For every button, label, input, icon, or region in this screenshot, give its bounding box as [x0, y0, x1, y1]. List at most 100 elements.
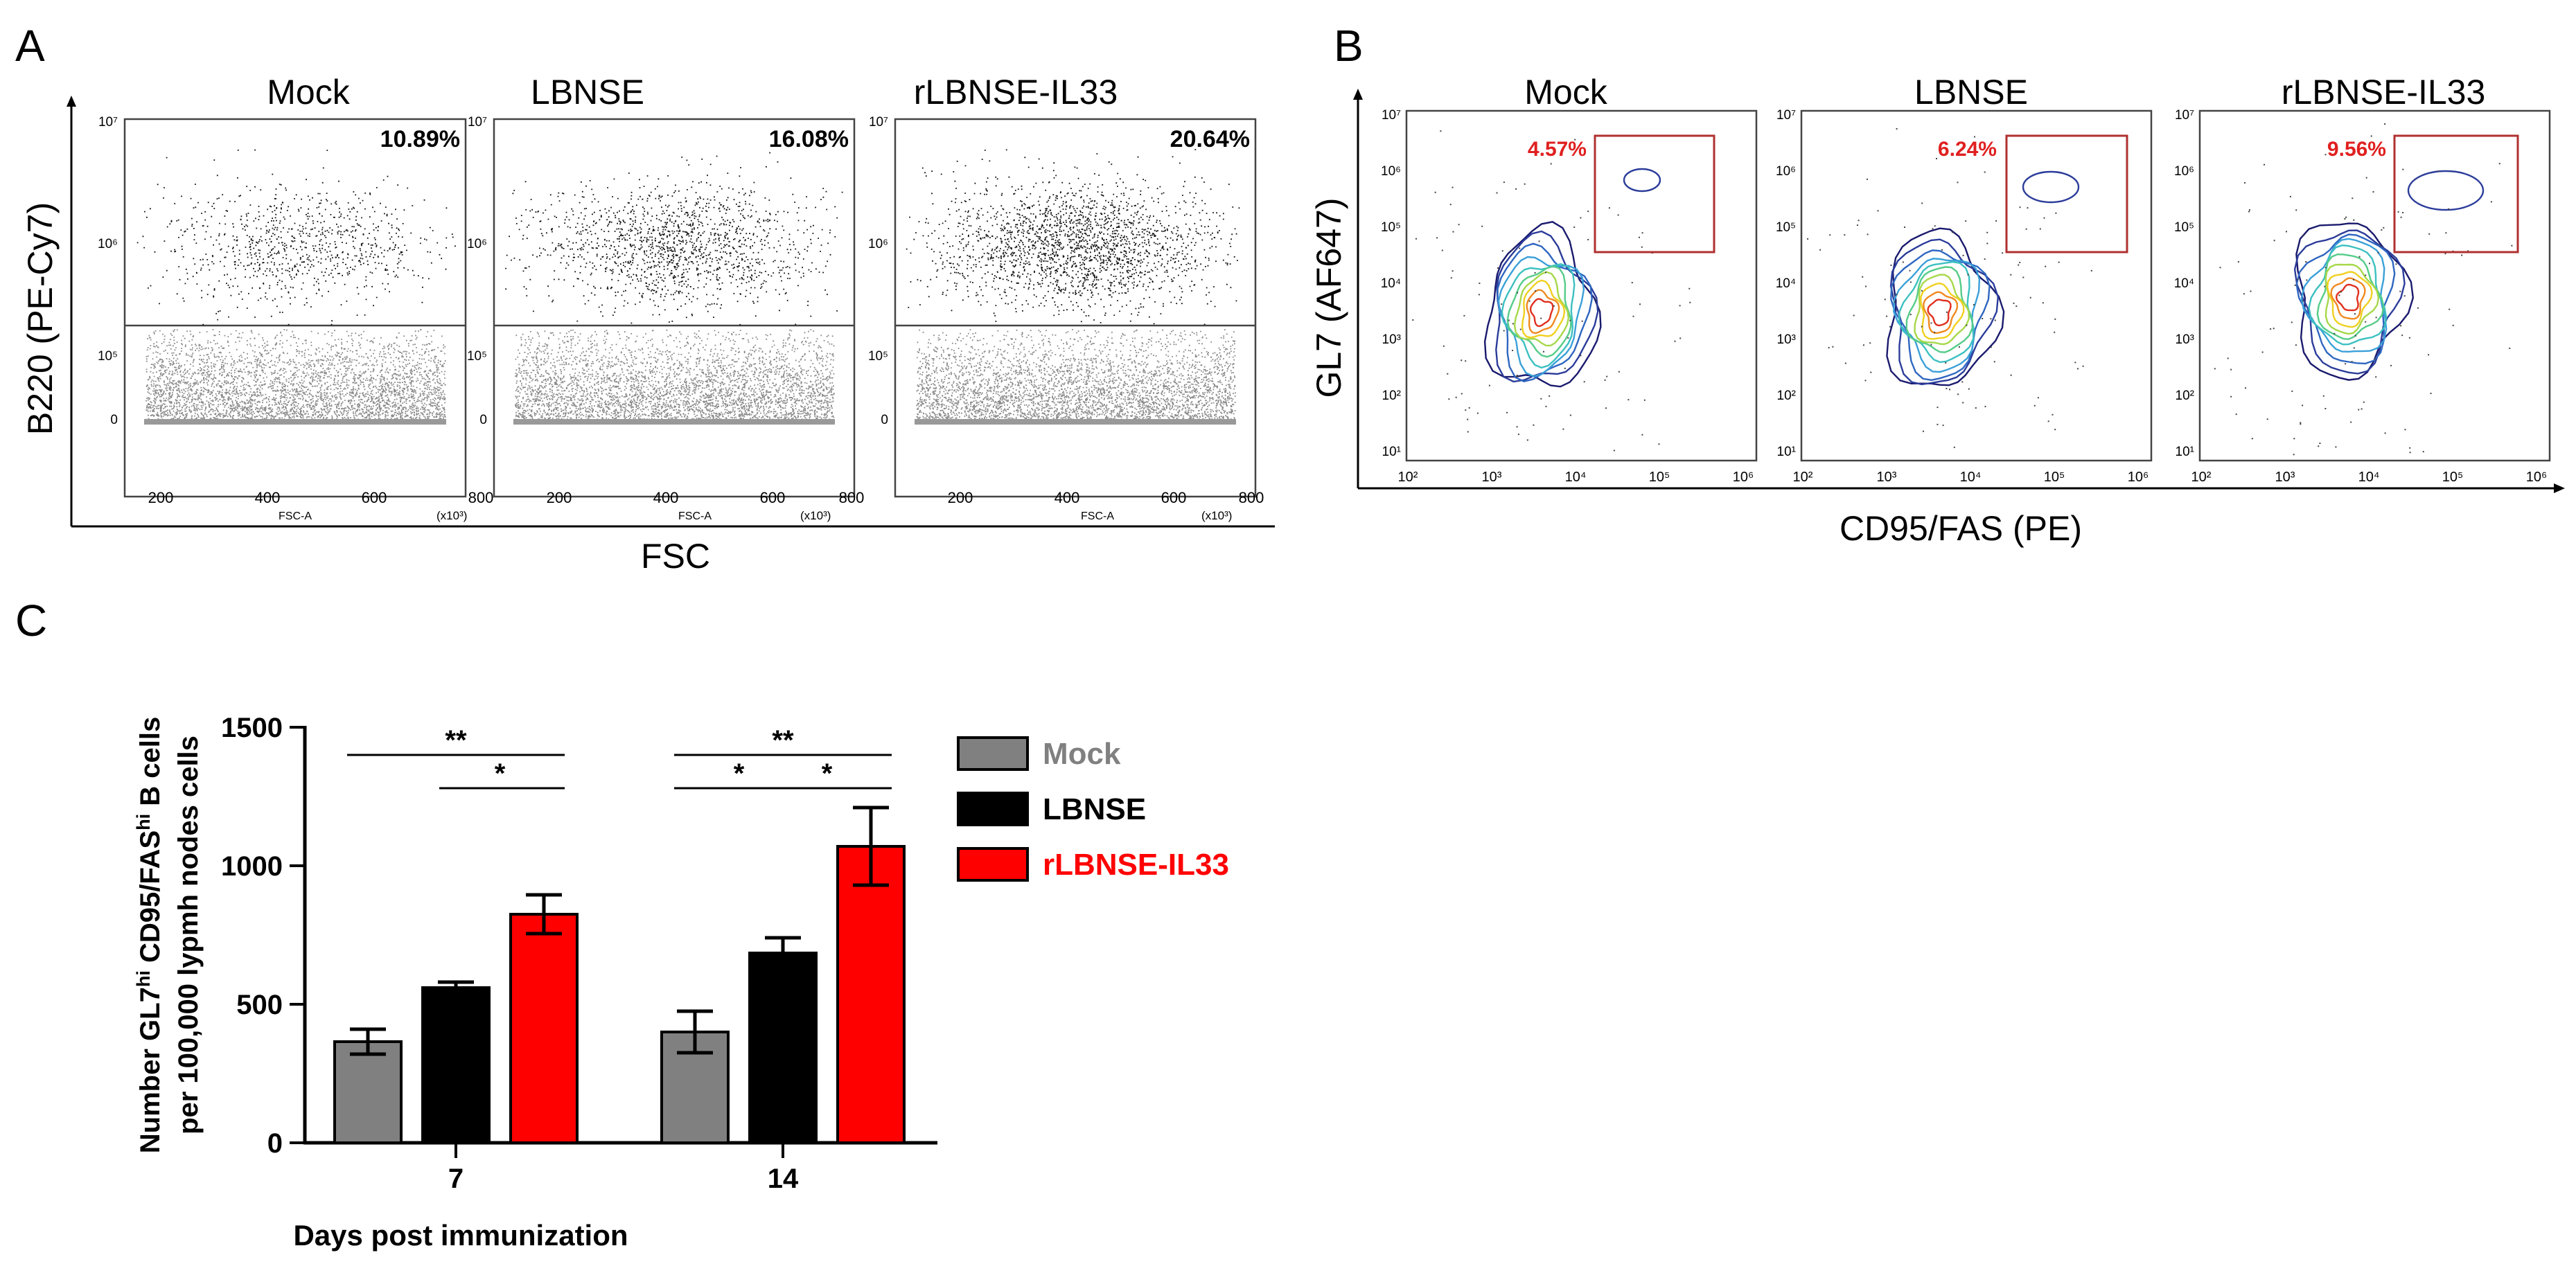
- y-tick-label: 0: [110, 413, 118, 427]
- x-tick-label: 400: [1055, 489, 1080, 506]
- contour-ring: [1927, 299, 1952, 326]
- panel-b-x-axis-line: [1358, 483, 2565, 493]
- panel-b-percent: 4.57%: [1528, 138, 1587, 161]
- legend-label-il33: rLBNSE-IL33: [1043, 848, 1229, 882]
- y-tick-label: 10⁷: [1776, 108, 1796, 123]
- panel-a-plot-x-label: FSC-A: [678, 510, 712, 522]
- panel-b-y-axis-title: GL7 (AF647): [1309, 197, 1348, 398]
- panel-c-legend: Mock LBNSE rLBNSE-IL33: [957, 736, 1229, 882]
- contour-ring: [1497, 242, 1593, 382]
- ylabel-part: Number GL7: [135, 987, 166, 1153]
- contour-ring: [2295, 233, 2396, 365]
- panel-a-dots: [136, 149, 456, 425]
- y-tick-label: 10⁷: [869, 115, 888, 130]
- x-tick-label: 10⁵: [2044, 470, 2065, 485]
- contour-ring: [2300, 238, 2388, 353]
- contour-ring: [1529, 298, 1554, 328]
- panel-a-dots: [906, 149, 1240, 425]
- contour-ring: [2326, 271, 2373, 328]
- panel-a-percent: 20.64%: [1170, 126, 1250, 152]
- panel-b-gate: [2005, 134, 2128, 253]
- contour-ring: [1506, 265, 1572, 358]
- x-tick-label: 200: [148, 489, 174, 506]
- panel-a-y-axis-line: [67, 96, 76, 526]
- legend-swatch-mock: [957, 736, 1029, 771]
- panel-a-percent: 16.08%: [769, 126, 849, 152]
- panel-b-y-axis-line: [1353, 89, 1363, 488]
- y-tick-label: 10⁷: [1382, 108, 1401, 123]
- x-tick-label: 400: [653, 489, 679, 506]
- contour-ring: [1893, 258, 1981, 373]
- y-tick-label: 10³: [1382, 332, 1401, 347]
- panel-b-contours: [1412, 130, 1691, 452]
- x-tick-label: 10⁵: [2442, 470, 2464, 485]
- panel-c-y-axis-title: Number GL7hi CD95/FAShi B cells per 100,…: [133, 717, 204, 1153]
- y-tick-label: 10⁶: [98, 237, 118, 251]
- ylabel-sup: hi: [133, 970, 154, 987]
- y-tick-label: 10⁶: [1381, 164, 1401, 179]
- y-tick-label: 10²: [2176, 389, 2194, 403]
- x-tick-label: 10²: [1398, 470, 1418, 485]
- significance-label: *: [495, 758, 506, 789]
- x-tick-label: 7: [448, 1164, 464, 1194]
- contour-ring: [1890, 249, 1991, 382]
- y-tick-label: 10⁴: [2174, 276, 2194, 291]
- panel-a-x-axis-title: FSC: [641, 537, 710, 576]
- panel-a-percent: 10.89%: [380, 126, 460, 152]
- y-tick-label: 10²: [1777, 389, 1796, 403]
- significance-label: *: [734, 758, 745, 789]
- panel-b-percent: 9.56%: [2327, 138, 2386, 161]
- x-tick-label: 14: [768, 1164, 799, 1194]
- legend-label-lbnse: LBNSE: [1043, 792, 1146, 826]
- panel-a-plot-frame: [493, 118, 856, 498]
- significance-label: *: [822, 758, 833, 789]
- x-tick-label: 200: [547, 489, 572, 506]
- panel-a-plot-x-label: FSC-A: [1081, 510, 1114, 522]
- panel-b-contours: [2214, 123, 2513, 456]
- x-tick-label: 10⁴: [1960, 470, 1982, 485]
- contour-ring: [1513, 271, 1570, 347]
- panel-a-label: A: [15, 21, 45, 71]
- panel-b-gate: [2393, 134, 2519, 253]
- panel-a-dots: [505, 152, 843, 425]
- contour-ring: [1521, 279, 1566, 339]
- bar-lbnse-day-7: [421, 986, 491, 1144]
- y-tick-label: 10²: [1382, 389, 1401, 403]
- contour-ring: [2316, 253, 2385, 340]
- y-tick-label: 10⁵: [1381, 220, 1401, 235]
- baseline-dots: [915, 419, 1236, 425]
- upper-population-dots: [505, 152, 843, 326]
- x-tick-label: 10³: [2275, 470, 2295, 485]
- x-tick-label: 10³: [1482, 470, 1502, 485]
- panel-a-plot-title: Mock: [267, 73, 350, 112]
- panel-a-plot-x-label: FSC-A: [279, 510, 312, 522]
- x-tick-label: 10²: [2191, 470, 2212, 485]
- x-tick-label: 600: [1161, 489, 1187, 506]
- ylabel-part: CD95/FAS: [135, 830, 166, 970]
- bar-rlbnse-il33-day-7: [509, 913, 579, 1144]
- y-tick-label: 10⁷: [468, 115, 487, 130]
- panel-b-plot-il33: rLBNSE-IL33 9.56% 10⁷ 10⁶ 10⁵ 10⁴ 10³ 10…: [2174, 73, 2551, 485]
- y-tick-label: 500: [236, 990, 283, 1020]
- panel-b-contours: [1807, 128, 2092, 448]
- panel-a-plot-mock: Mock 10.89% 10⁷ 10⁶ 10⁵ 0 200 400 600 80…: [98, 73, 493, 522]
- bar-lbnse-day-14: [748, 952, 818, 1144]
- y-tick-label: 10⁷: [2175, 108, 2194, 123]
- contour-ring: [1923, 291, 1959, 335]
- y-tick-label: 10⁶: [1776, 164, 1796, 179]
- panel-a-plot-title: LBNSE: [531, 73, 644, 112]
- panel-a-plot-frame: [894, 118, 1257, 498]
- contour-ring: [1497, 256, 1585, 377]
- panel-b-plot-title: LBNSE: [1914, 73, 2028, 112]
- x-tick-label: 10³: [1877, 470, 1897, 485]
- contour-ring: [1889, 238, 2000, 386]
- x-tick-label: 10⁶: [2526, 470, 2547, 485]
- ylabel-sup: hi: [133, 814, 154, 830]
- x-tick-label: 800: [1239, 489, 1264, 506]
- contour-ring: [1905, 266, 1973, 353]
- panel-a-plot-lbnse: LBNSE 16.08% 10⁷ 10⁶ 10⁵ 0 200 400 600 8…: [467, 73, 864, 522]
- panel-b-plot-frame: [1800, 109, 2153, 462]
- upper-population-dots: [136, 149, 456, 326]
- y-tick-label: 10⁷: [98, 115, 118, 130]
